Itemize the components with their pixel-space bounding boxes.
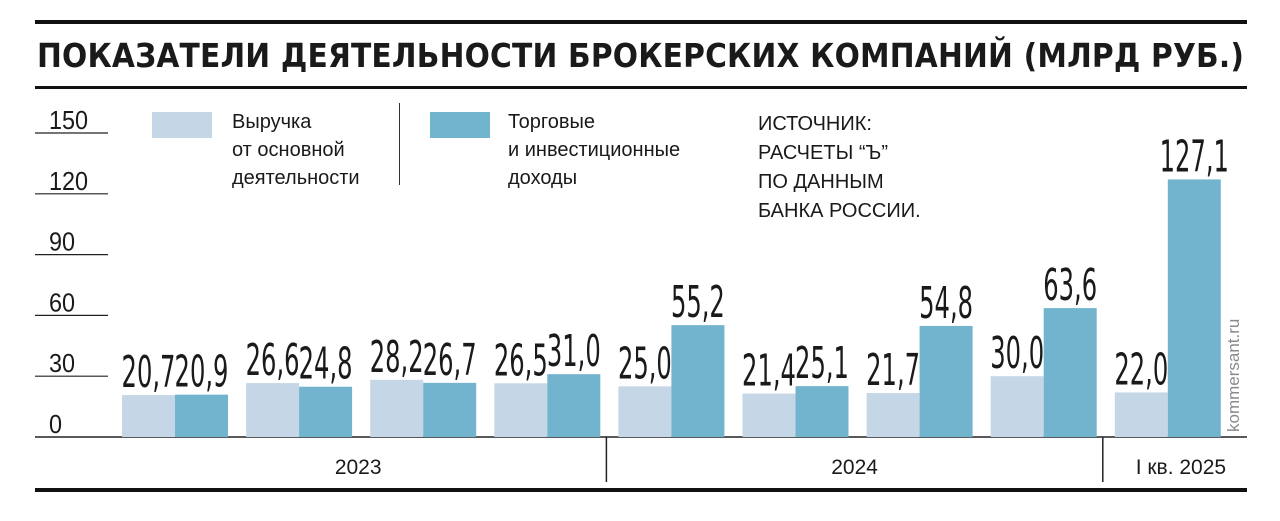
y-tick-label: 150 <box>49 107 88 135</box>
y-tick-label: 0 <box>49 411 62 439</box>
legend-label-trading: Торговые и инвестиционные доходы <box>508 111 681 189</box>
data-label: 25,0 <box>618 339 672 390</box>
bar <box>370 379 424 437</box>
data-label: 24,8 <box>299 339 353 390</box>
bar <box>175 394 228 437</box>
source-note: ИСТОЧНИК: РАСЧЕТЫ “Ъ” ПО ДАННЫМ БАНКА РО… <box>758 113 921 222</box>
group-label: I кв. 2025 <box>1136 456 1226 479</box>
data-label: 21,4 <box>742 346 796 397</box>
legend-label-revenue: Выручка от основной деятельности <box>232 111 360 189</box>
data-label: 30,0 <box>990 329 1044 380</box>
bar <box>1114 392 1168 437</box>
data-label: 20,7 <box>122 347 176 398</box>
bar <box>618 386 672 437</box>
bar <box>122 395 175 437</box>
data-label: 127,1 <box>1160 132 1229 183</box>
data-label: 26,6 <box>246 335 300 386</box>
bar <box>671 325 725 437</box>
data-label: 26,5 <box>494 336 548 387</box>
y-tick-label: 60 <box>49 289 75 317</box>
bar <box>919 325 973 437</box>
bar <box>742 393 796 437</box>
data-label: 26,7 <box>423 335 477 386</box>
bar <box>1167 179 1221 438</box>
bar <box>1043 308 1097 437</box>
bar <box>246 383 300 437</box>
chart-title: ПОКАЗАТЕЛИ ДЕЯТЕЛЬНОСТИ БРОКЕРСКИХ КОМПА… <box>37 36 1245 75</box>
data-label: 55,2 <box>671 277 725 328</box>
bar <box>866 393 920 437</box>
data-label: 20,9 <box>175 347 229 398</box>
y-tick-label: 30 <box>49 350 75 378</box>
data-label: 28,2 <box>370 332 424 383</box>
group-label: 2024 <box>831 456 878 479</box>
data-label: 54,8 <box>919 278 973 329</box>
bar <box>795 386 849 437</box>
legend-swatch-revenue <box>152 112 212 138</box>
bar <box>299 386 353 437</box>
data-label: 22,0 <box>1114 345 1168 396</box>
watermark: kommersant.ru <box>1224 318 1243 432</box>
bar <box>990 376 1044 437</box>
bar <box>494 383 548 437</box>
legend-swatch-trading <box>430 112 490 138</box>
y-tick-label: 120 <box>49 168 88 196</box>
bar <box>423 382 477 437</box>
bar <box>547 374 601 437</box>
group-label: 2023 <box>335 456 382 479</box>
bottom-rule <box>35 488 1247 492</box>
top-rule <box>35 20 1247 24</box>
title-rule <box>35 86 1247 89</box>
data-label: 31,0 <box>547 327 601 378</box>
data-label: 63,6 <box>1043 260 1097 311</box>
data-label: 25,1 <box>795 338 849 389</box>
data-label: 21,7 <box>866 345 920 396</box>
y-tick-label: 90 <box>49 229 75 257</box>
legend-divider <box>399 103 400 185</box>
